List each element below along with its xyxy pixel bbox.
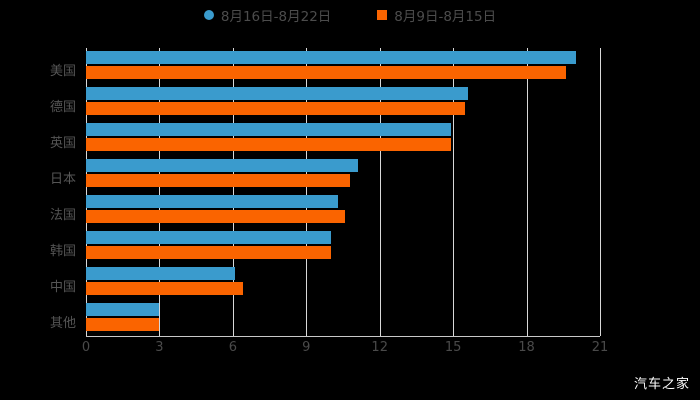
category-label: 美国 (49, 64, 76, 79)
legend-item-series-b[interactable]: 8月9日-8月15日 (377, 5, 496, 25)
category-label: 中国 (49, 280, 76, 295)
legend-item-series-a[interactable]: 8月16日-8月22日 (203, 5, 332, 25)
chart-legend: 8月16日-8月22日 8月9日-8月15日 (0, 5, 700, 25)
bar-group (86, 264, 600, 300)
gridline-3 (159, 48, 161, 336)
legend-label-series-b: 8月9日-8月15日 (394, 9, 497, 25)
bar-group (86, 120, 600, 156)
bar-group (86, 228, 600, 264)
gridline-0 (86, 48, 87, 336)
x-tick-label: 21 (591, 340, 609, 355)
bar[interactable] (86, 138, 451, 151)
bar-group (86, 84, 600, 120)
bar[interactable] (86, 87, 468, 100)
square-marker-icon (377, 10, 388, 20)
x-tick-label: 3 (155, 340, 164, 355)
x-tick-label: 12 (371, 340, 388, 355)
bar[interactable] (86, 210, 346, 223)
watermark: 汽车之家 (633, 377, 690, 392)
bar[interactable] (86, 51, 576, 64)
legend-label-series-a: 8月16日-8月22日 (220, 9, 332, 25)
bar[interactable] (86, 102, 466, 115)
x-tick-label: 9 (302, 340, 311, 355)
category-label: 其他 (49, 316, 76, 331)
bar-group (86, 48, 600, 84)
gridline-6 (232, 48, 234, 336)
x-tick-label: 15 (444, 340, 462, 355)
bar[interactable] (86, 159, 358, 172)
x-tick-label: 18 (518, 340, 535, 355)
gridline-15 (453, 48, 455, 336)
category-label: 韩国 (49, 244, 76, 259)
bar[interactable] (86, 267, 236, 280)
x-tick-label: 6 (228, 340, 237, 355)
x-axis-line (86, 336, 600, 337)
gridline-21 (600, 48, 601, 336)
category-label: 法国 (49, 208, 76, 223)
bar[interactable] (86, 231, 331, 244)
bar-group (86, 300, 600, 336)
category-label: 日本 (49, 172, 76, 187)
bar[interactable] (86, 195, 339, 208)
gridline-12 (379, 48, 381, 336)
circle-marker-icon (203, 10, 214, 20)
bar[interactable] (86, 246, 331, 259)
bar-group (86, 192, 600, 228)
category-label: 德国 (49, 100, 76, 115)
bar-group (86, 156, 600, 192)
bar[interactable] (86, 174, 351, 187)
x-tick-label: 0 (81, 340, 91, 355)
bar[interactable] (86, 303, 160, 316)
bar[interactable] (86, 282, 243, 295)
gridline-9 (306, 48, 308, 336)
plot-area (86, 48, 601, 336)
bar[interactable] (86, 123, 451, 136)
bar[interactable] (86, 66, 566, 79)
category-label: 英国 (49, 136, 76, 151)
gridline-18 (526, 48, 528, 336)
bar[interactable] (86, 318, 160, 331)
